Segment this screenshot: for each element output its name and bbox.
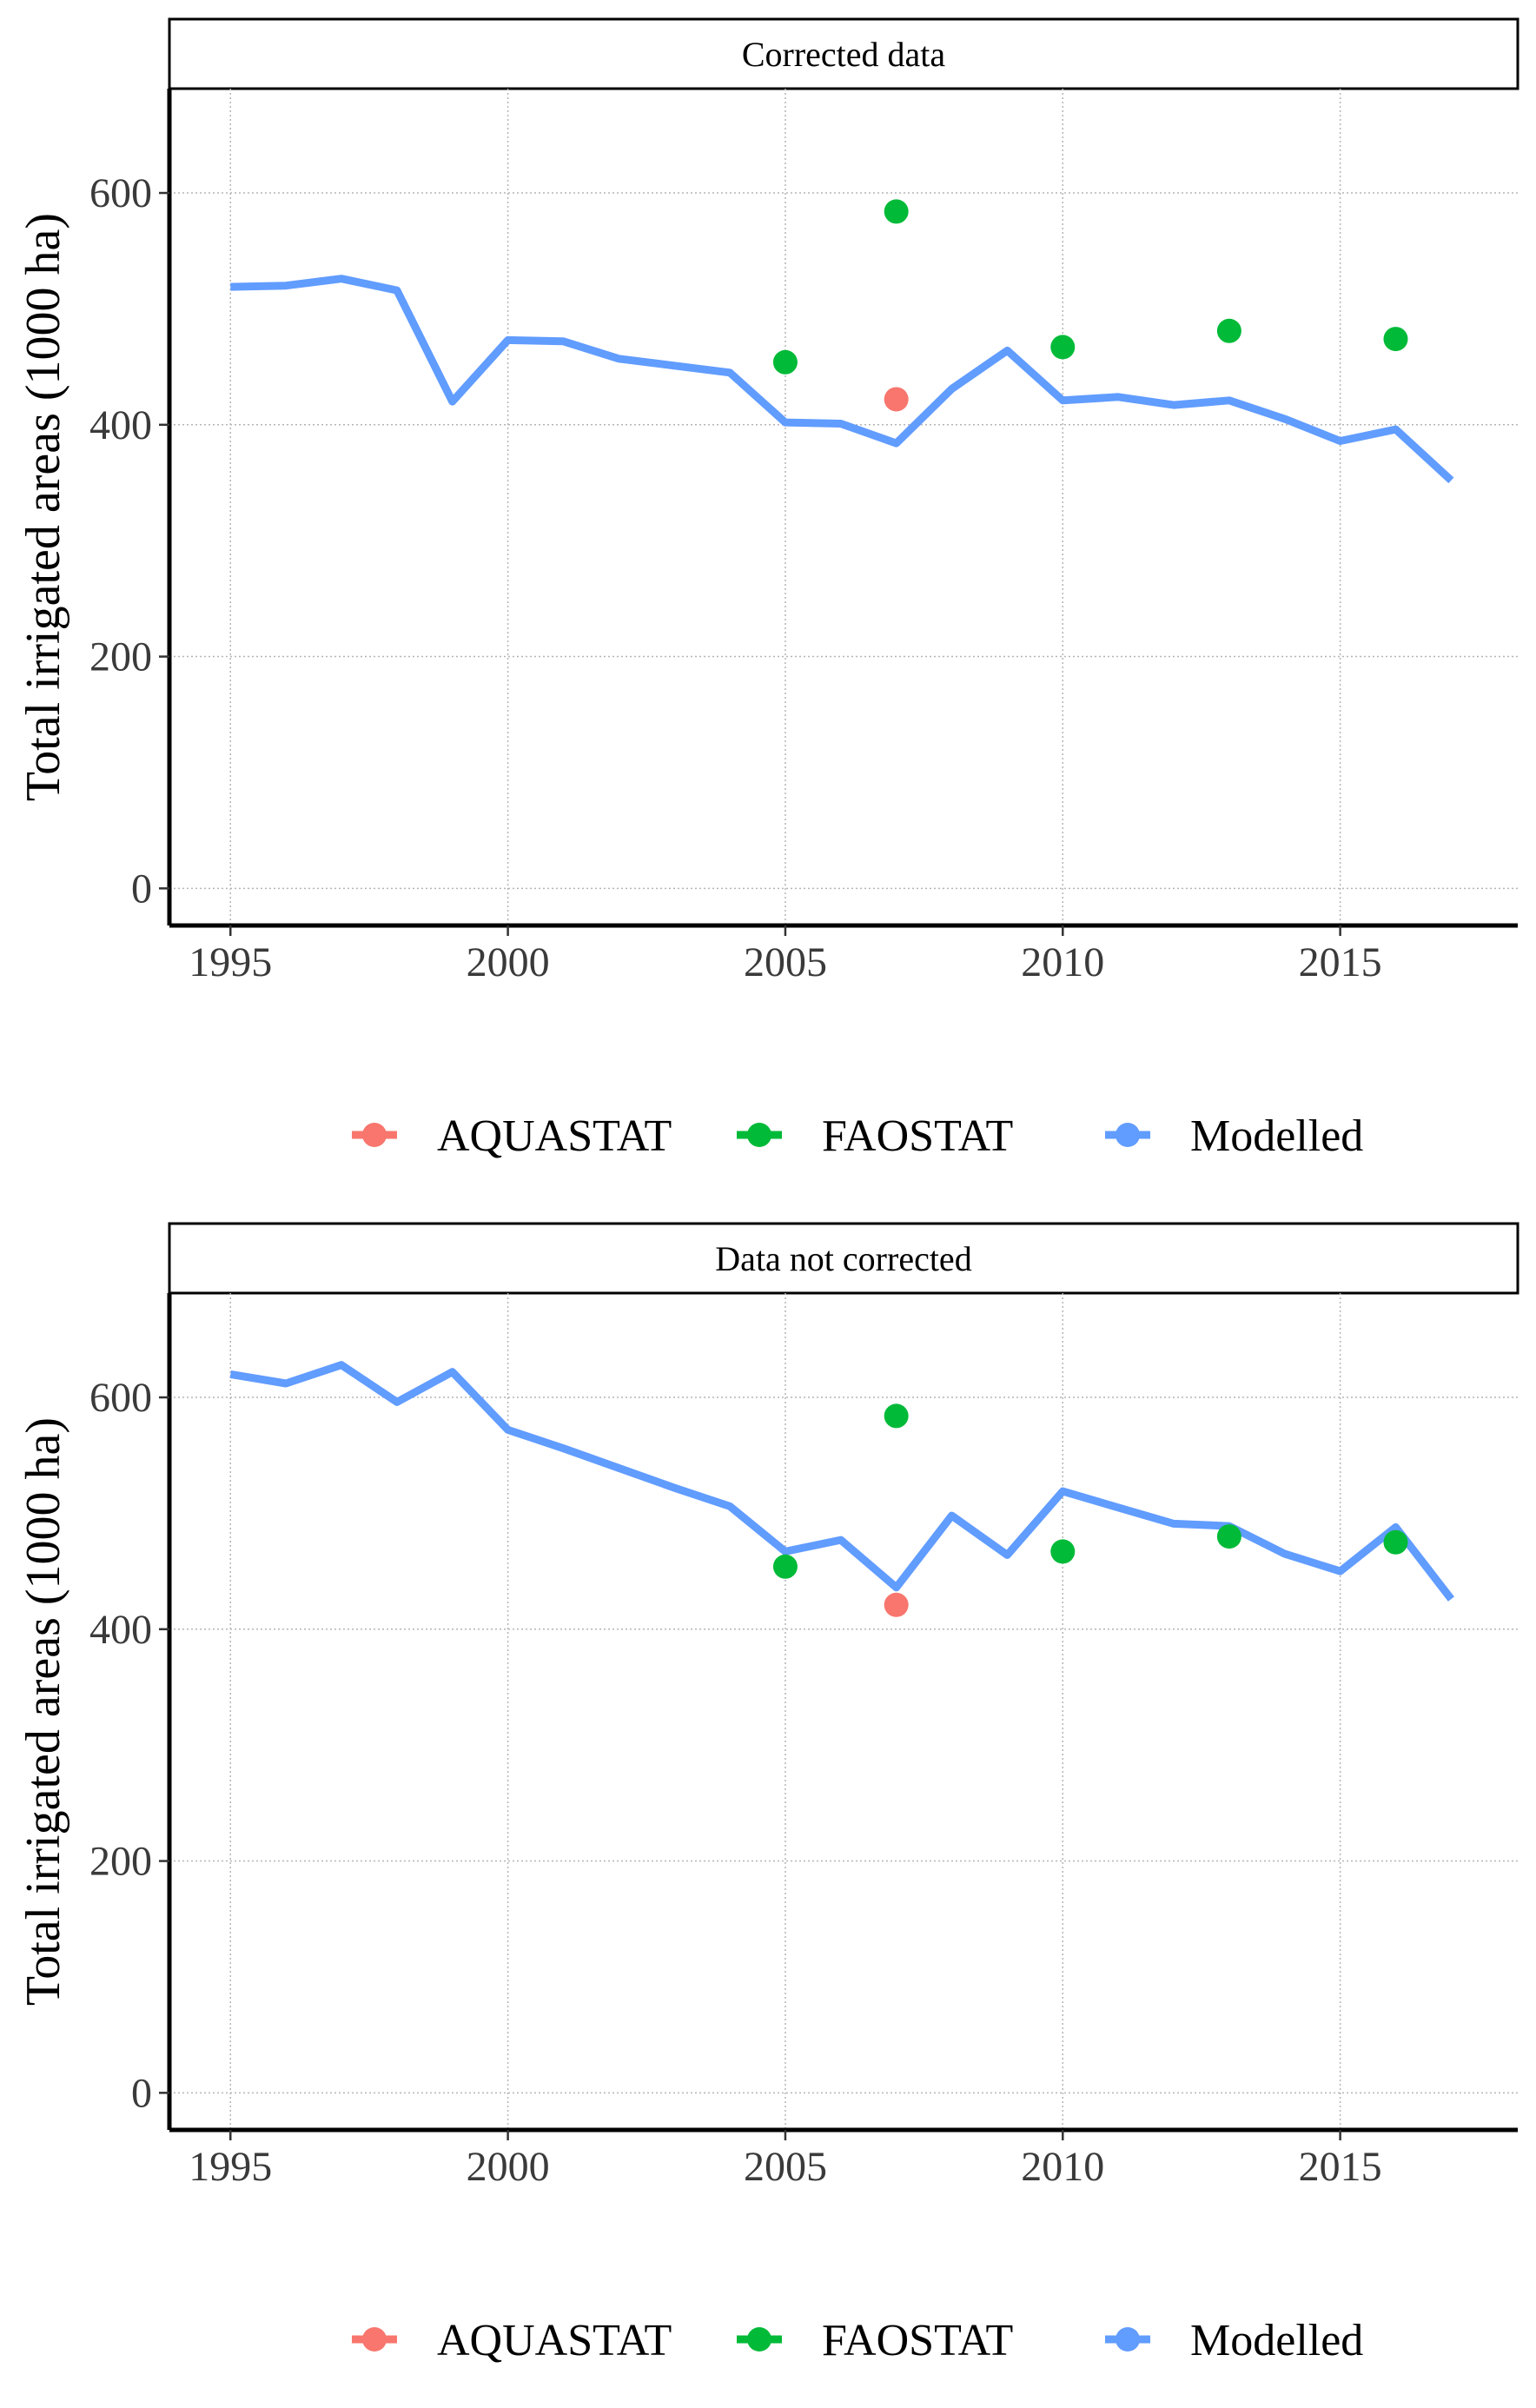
legend-key-point: [747, 1123, 771, 1147]
x-tick-label: 2005: [744, 2144, 827, 2190]
y-axis-title: Total irrigated areas (1000 ha): [17, 213, 70, 801]
x-tick-label: 1995: [189, 939, 272, 985]
facet-strip: [168, 1222, 1519, 1295]
y-tick-label: 400: [89, 402, 152, 448]
legend-label: FAOSTAT: [822, 2316, 1013, 2365]
y-tick-label: 0: [131, 2070, 152, 2116]
x-tick-label: 2010: [1021, 2144, 1104, 2190]
panel-2: Data not corrected 0 200 400 600 1995 2000 2005…: [17, 1222, 1519, 2365]
y-tick-label: 0: [131, 866, 152, 912]
x-tick-label: 2000: [467, 939, 550, 985]
series-line-modelled: [230, 275, 1454, 484]
y-tick-label: 600: [89, 1375, 152, 1421]
data-point-aquastat: [884, 387, 909, 412]
legend-label: FAOSTAT: [822, 1111, 1013, 1161]
facet-strip: [168, 17, 1519, 90]
legend-key-point: [362, 1123, 387, 1147]
data-point-faostat: [1216, 1524, 1241, 1549]
legend-label: AQUASTAT: [437, 1111, 672, 1161]
x-tick-label: 2015: [1299, 939, 1382, 985]
data-point-faostat: [1383, 1529, 1408, 1555]
x-tick-label: 1995: [189, 2144, 272, 2190]
x-tick-label: 2010: [1021, 939, 1104, 985]
y-tick-label: 600: [89, 170, 152, 216]
data-point-faostat: [772, 349, 798, 375]
data-point-faostat: [1216, 318, 1241, 343]
legend: AQUASTAT FAOSTAT Modelled: [352, 1111, 1363, 1161]
y-tick-label: 200: [89, 1839, 152, 1885]
x-tick-label: 2000: [467, 2144, 550, 2190]
legend-label: Modelled: [1190, 2316, 1363, 2365]
y-tick-label: 400: [89, 1607, 152, 1653]
data-point-faostat: [1050, 335, 1076, 360]
data-point-faostat: [1383, 327, 1408, 352]
data-point-faostat: [884, 199, 909, 224]
legend-key-point: [1116, 2327, 1140, 2352]
legend-key-point: [1116, 1123, 1140, 1147]
x-tick-label: 2015: [1299, 2144, 1382, 2190]
y-axis-title: Total irrigated areas (1000 ha): [17, 1417, 70, 2006]
facet-title: Corrected data: [742, 35, 946, 74]
panel-1: Corrected data 0 200 400 600 1995 2000 2005 2010…: [17, 17, 1519, 1161]
legend: AQUASTAT FAOSTAT Modelled: [352, 2316, 1363, 2365]
facet-title: Data not corrected: [715, 1239, 971, 1278]
y-tick-label: 200: [89, 634, 152, 680]
data-point-faostat: [772, 1554, 798, 1579]
data-point-faostat: [884, 1403, 909, 1429]
x-tick-label: 2005: [744, 939, 827, 985]
legend-key-point: [747, 2327, 771, 2352]
legend-label: AQUASTAT: [437, 2316, 672, 2365]
data-point-faostat: [1050, 1539, 1076, 1564]
series-line-modelled: [229, 1361, 1454, 1602]
data-point-aquastat: [884, 1592, 909, 1617]
legend-label: Modelled: [1190, 1111, 1363, 1161]
legend-key-point: [362, 2327, 387, 2352]
